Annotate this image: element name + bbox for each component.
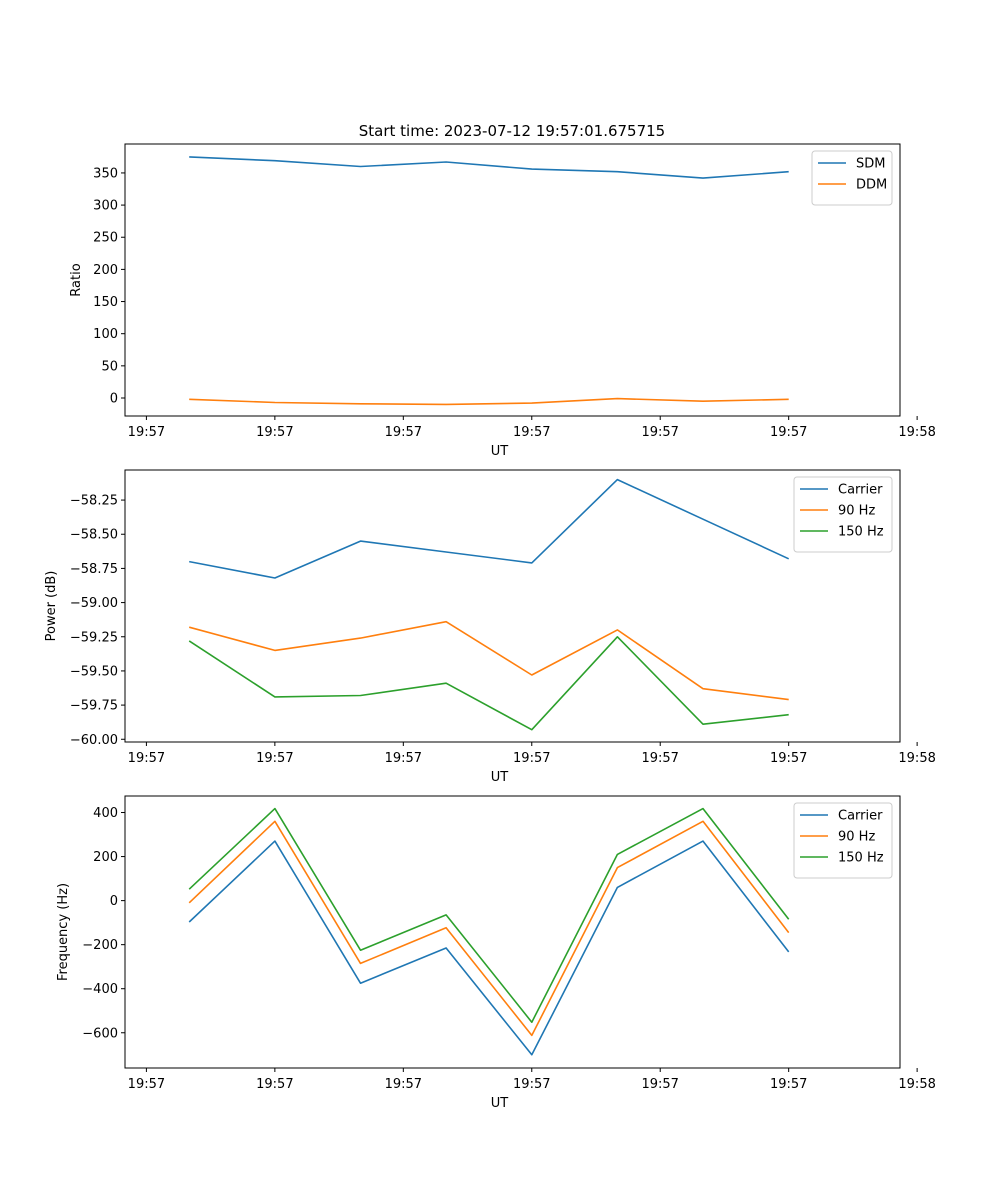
power-xtick-label: 19:57 (128, 751, 165, 766)
frequency-ytick-label: 400 (93, 806, 118, 821)
power-ytick-label: −58.50 (70, 528, 118, 543)
ratio-ytick-label: 0 (110, 391, 118, 406)
power-ylabel: Power (dB) (44, 571, 59, 642)
frequency-xtick-label: 19:57 (385, 1077, 422, 1092)
ratio-xlabel: UT (491, 444, 509, 459)
ratio-ytick-label: 350 (93, 166, 118, 181)
ratio-xtick-label: 19:57 (513, 425, 550, 440)
ratio-xtick-label: 19:58 (898, 425, 935, 440)
power-xtick-label: 19:57 (513, 751, 550, 766)
ratio-xtick-label: 19:57 (385, 425, 422, 440)
frequency-xlabel: UT (491, 1096, 509, 1111)
ratio-ytick-label: 300 (93, 199, 118, 214)
frequency-xtick-label: 19:57 (256, 1077, 293, 1092)
frequency-series-carrier-line (188, 840, 790, 1056)
power-ytick-label: −58.75 (70, 562, 118, 577)
frequency-legend-label: 150 Hz (838, 851, 884, 866)
power-xlabel: UT (491, 770, 509, 785)
ratio-axes-frame (124, 143, 901, 417)
ratio-ytick-label: 250 (93, 231, 118, 246)
power-legend-label: Carrier (838, 483, 883, 498)
ratio-ytick-label: 200 (93, 263, 118, 278)
figure-title: Start time: 2023-07-12 19:57:01.675715 (359, 122, 665, 140)
ratio-legend: SDM DDM (811, 150, 893, 206)
frequency-axes-frame (124, 795, 901, 1069)
ratio-xtick-label: 19:57 (641, 425, 678, 440)
ratio-ylabel: Ratio (69, 263, 84, 296)
frequency-legend-label: Carrier (838, 809, 883, 824)
power-ytick-label: −58.25 (70, 494, 118, 509)
ratio-series-ddm-line (189, 397, 789, 406)
frequency-xtick-label: 19:58 (898, 1077, 935, 1092)
ratio-legend-label: DDM (856, 178, 887, 193)
power-series-carrier-line (189, 478, 790, 579)
ratio-ytick-label: 150 (93, 295, 118, 310)
frequency-legend-box (793, 802, 893, 879)
power-legend-label: 150 Hz (838, 525, 884, 540)
ratio-xtick-label: 19:57 (128, 425, 165, 440)
ratio-axes: 19:57 19:57 19:57 19:57 19:57 19:57 19:58 0 50 10… (69, 143, 936, 459)
power-legend-box (793, 476, 893, 553)
power-axes-frame (124, 469, 901, 743)
ratio-ytick-label: 50 (101, 359, 118, 374)
frequency-ytick-label: −200 (82, 938, 118, 953)
frequency-ylabel: Frequency (Hz) (56, 883, 71, 981)
power-ytick-label: −59.50 (70, 664, 118, 679)
ratio-legend-box (811, 150, 893, 206)
frequency-ytick-label: −600 (82, 1026, 118, 1041)
power-legend: Carrier 90 Hz 150 Hz (793, 476, 893, 553)
frequency-axes: 19:57 19:57 19:57 19:57 19:57 19:57 19:58 −600 −… (56, 795, 936, 1111)
ratio-legend-label: SDM (856, 157, 885, 172)
ratio-ytick-label: 100 (93, 327, 118, 342)
ratio-xtick-label: 19:57 (770, 425, 807, 440)
power-xtick-label: 19:57 (385, 751, 422, 766)
power-legend-label: 90 Hz (838, 504, 875, 519)
frequency-series-90-hz-line (188, 820, 790, 1037)
power-ytick-label: −59.00 (70, 596, 118, 611)
power-xtick-label: 19:57 (641, 751, 678, 766)
power-series-90-hz-line (188, 620, 789, 701)
power-xtick-label: 19:57 (256, 751, 293, 766)
ratio-xtick-label: 19:57 (256, 425, 293, 440)
frequency-xtick-label: 19:57 (641, 1077, 678, 1092)
power-xtick-label: 19:57 (770, 751, 807, 766)
frequency-series-150-hz-line (188, 807, 790, 1024)
frequency-xtick-label: 19:57 (770, 1077, 807, 1092)
power-series-150-hz-line (188, 635, 789, 731)
power-ytick-label: −59.75 (70, 699, 118, 714)
power-ytick-label: −60.00 (70, 733, 118, 748)
power-xtick-label: 19:58 (898, 751, 935, 766)
frequency-ytick-label: 200 (93, 850, 118, 865)
frequency-ytick-label: 0 (110, 894, 118, 909)
frequency-legend: Carrier 90 Hz 150 Hz (793, 802, 893, 879)
frequency-legend-label: 90 Hz (838, 830, 875, 845)
frequency-xtick-label: 19:57 (513, 1077, 550, 1092)
ratio-series-sdm-line (189, 156, 789, 179)
frequency-ytick-label: −400 (82, 982, 118, 997)
frequency-xtick-label: 19:57 (128, 1077, 165, 1092)
power-axes: 19:57 19:57 19:57 19:57 19:57 19:57 19:58 −60.0… (44, 469, 936, 785)
power-ytick-label: −59.25 (70, 630, 118, 645)
